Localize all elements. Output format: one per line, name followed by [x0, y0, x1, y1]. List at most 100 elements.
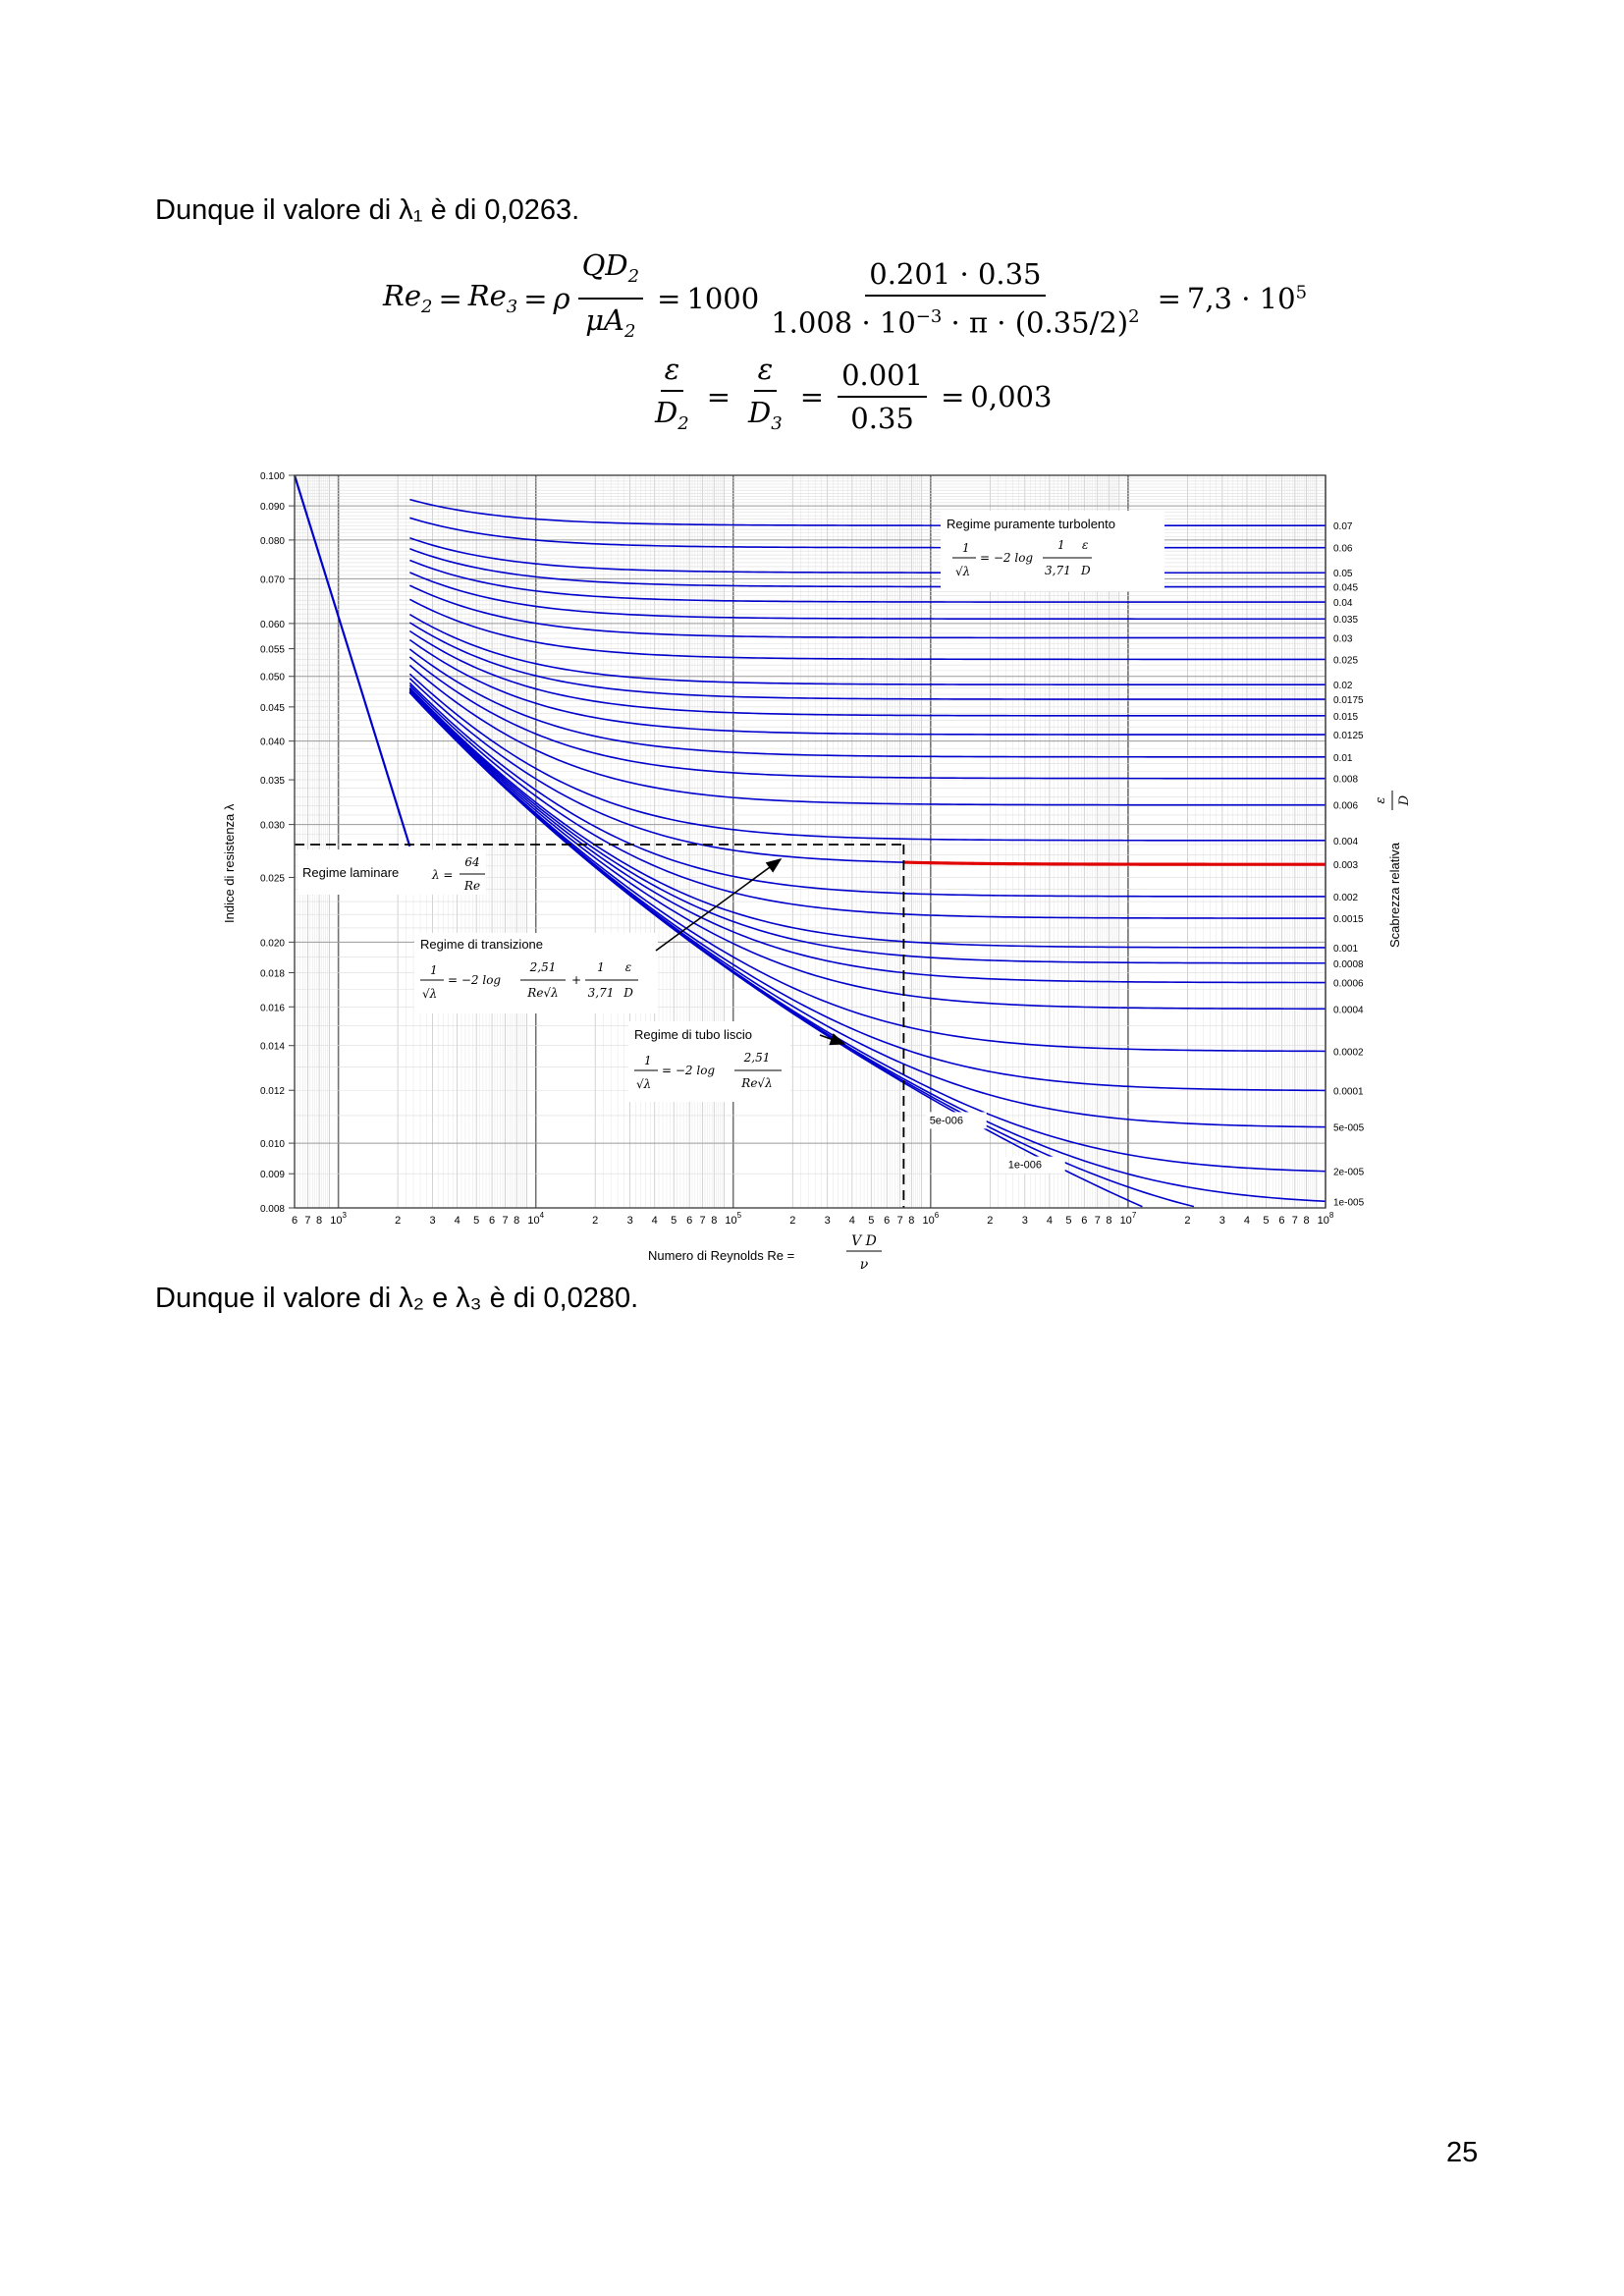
paragraph-lambda1: Dunque il valore di λ₁ è di 0,0263.	[155, 194, 580, 226]
trans-mid: = −2 log	[448, 973, 501, 987]
y-axis-title: Indice di resistenza λ	[222, 803, 237, 923]
chart-grid	[294, 474, 1326, 1209]
y-tick-label: 0.016	[260, 1003, 285, 1013]
label-turbulent: Regime puramente turbolento	[947, 517, 1115, 531]
x-tick-label: 7	[1292, 1215, 1298, 1227]
x-tick-label: 6	[1081, 1215, 1087, 1227]
roughness-label: 0.04	[1333, 598, 1353, 609]
trans-a-den: Re√λ	[526, 986, 558, 1000]
turb-d: D	[1080, 564, 1091, 577]
eq-result: 7,3 · 105	[1186, 281, 1308, 315]
roughness-curve	[409, 498, 1326, 526]
x-tick-label: 8	[711, 1215, 717, 1227]
y-tick-label: 0.020	[260, 938, 285, 949]
inner-label-bg	[925, 1112, 987, 1129]
x-tick-label: 7	[304, 1215, 310, 1227]
x-tick-label: 4	[652, 1215, 658, 1227]
eq2-result: 0,003	[970, 379, 1053, 413]
chart-guides	[295, 844, 905, 1208]
x-tick-label: 4	[1244, 1215, 1250, 1227]
y-tick-label: 0.045	[260, 703, 285, 714]
roughness-curve	[408, 689, 1326, 1011]
roughness-curve	[408, 664, 1326, 806]
turb-num: 1	[1057, 538, 1065, 552]
box-laminar	[298, 849, 486, 895]
label-smooth: Regime di tubo liscio	[634, 1027, 752, 1042]
y-tick-label: 0.008	[260, 1204, 285, 1215]
roughness-curve	[408, 684, 1326, 919]
roughness-label: 0.015	[1333, 712, 1358, 723]
eq-frac-qd-ua: QD2 μA2	[577, 247, 644, 350]
x-tick-label: 6	[292, 1215, 298, 1227]
turb-lhs-num: 1	[962, 541, 970, 555]
inner-label-bg	[1003, 1156, 1065, 1174]
roughness-label: 0.004	[1333, 837, 1358, 847]
roughness-label: 0.001	[1333, 944, 1358, 955]
x-tick-label: 106	[922, 1211, 939, 1227]
x-tick-label: 3	[1022, 1215, 1028, 1227]
roughness-curve	[408, 690, 1326, 1053]
chart-axes: 0.1000.0900.0800.0700.0600.0550.0500.045…	[222, 471, 1412, 1273]
trans-a-num: 2,51	[529, 960, 557, 974]
roughness-curve	[409, 572, 1326, 621]
roughness-label: 1e-005	[1333, 1197, 1365, 1208]
inner-curve-label: 5e-006	[930, 1115, 963, 1126]
roughness-label: 0.045	[1333, 583, 1358, 594]
trans-lhs-den: √λ	[422, 987, 437, 1001]
roughness-label: 0.0015	[1333, 914, 1364, 925]
roughness-label: 0.003	[1333, 860, 1358, 871]
page-number: 25	[1446, 2137, 1479, 2168]
x-tick-label: 3	[825, 1215, 831, 1227]
turb-lhs-den: √λ	[955, 565, 970, 578]
roughness-curve	[408, 614, 1326, 685]
smooth-mid: = −2 log	[662, 1064, 715, 1077]
roughness-curve	[408, 686, 1326, 949]
roughness-label: 0.0002	[1333, 1047, 1364, 1058]
eq-frac-numeric: 0.201 · 0.35 1.008 · 10−3 · π · (0.35/2)…	[771, 256, 1140, 340]
x-tick-label: 2	[592, 1215, 598, 1227]
x-tick-label: 3	[429, 1215, 435, 1227]
roughness-label: 0.07	[1333, 521, 1353, 532]
roughness-curve	[408, 638, 1326, 736]
plot-frame	[294, 474, 1326, 1209]
x-tick-label: 103	[330, 1211, 347, 1227]
x-tick-label: 4	[1047, 1215, 1053, 1227]
roughness-curve	[408, 598, 1326, 661]
y-tick-label: 0.070	[260, 574, 285, 585]
x-tick-label: 2	[789, 1215, 795, 1227]
turb-den: 3,71	[1045, 564, 1071, 577]
roughness-label: 0.008	[1333, 775, 1358, 786]
box-smooth	[628, 1021, 790, 1102]
roughness-curve	[408, 648, 1326, 758]
roughness-label: 5e-005	[1333, 1123, 1365, 1134]
eq-coef: 1000	[686, 281, 760, 315]
roughness-label: 0.01	[1333, 753, 1353, 764]
y-tick-label: 0.025	[260, 873, 285, 884]
x-tick-label: 8	[1303, 1215, 1309, 1227]
roughness-curve	[408, 688, 1326, 984]
trans-b-den: 3,71	[588, 986, 615, 1000]
roughness-label: 0.05	[1333, 569, 1353, 579]
box-transition	[414, 933, 658, 1013]
x-axis-title: Numero di Reynolds Re =	[648, 1248, 794, 1263]
x-tick-label: 8	[316, 1215, 322, 1227]
smooth-den: Re√λ	[740, 1076, 772, 1090]
y-tick-label: 0.010	[260, 1139, 285, 1150]
roughness-label: 0.0175	[1333, 695, 1364, 706]
x-tick-label: 6	[884, 1215, 890, 1227]
roughness-curve	[408, 584, 1326, 639]
y-tick-label: 0.009	[260, 1170, 285, 1180]
x-tick-label: 6	[489, 1215, 495, 1227]
x-tick-label: 8	[908, 1215, 914, 1227]
equation-reynolds: Re2 = Re3 = ρ QD2 μA2 = 1000 0.201 · 0.3…	[383, 247, 1307, 350]
roughness-curve	[408, 656, 1326, 780]
smooth-lhs-num: 1	[644, 1054, 652, 1067]
y-tick-label: 0.055	[260, 645, 285, 656]
x-tick-label: 3	[627, 1215, 633, 1227]
roughness-curve	[409, 517, 1326, 549]
roughness-label: 0.002	[1333, 893, 1358, 903]
trans-lhs-num: 1	[430, 963, 438, 977]
smooth-num: 2,51	[743, 1051, 771, 1065]
lam-lhs: λ =	[431, 868, 453, 882]
